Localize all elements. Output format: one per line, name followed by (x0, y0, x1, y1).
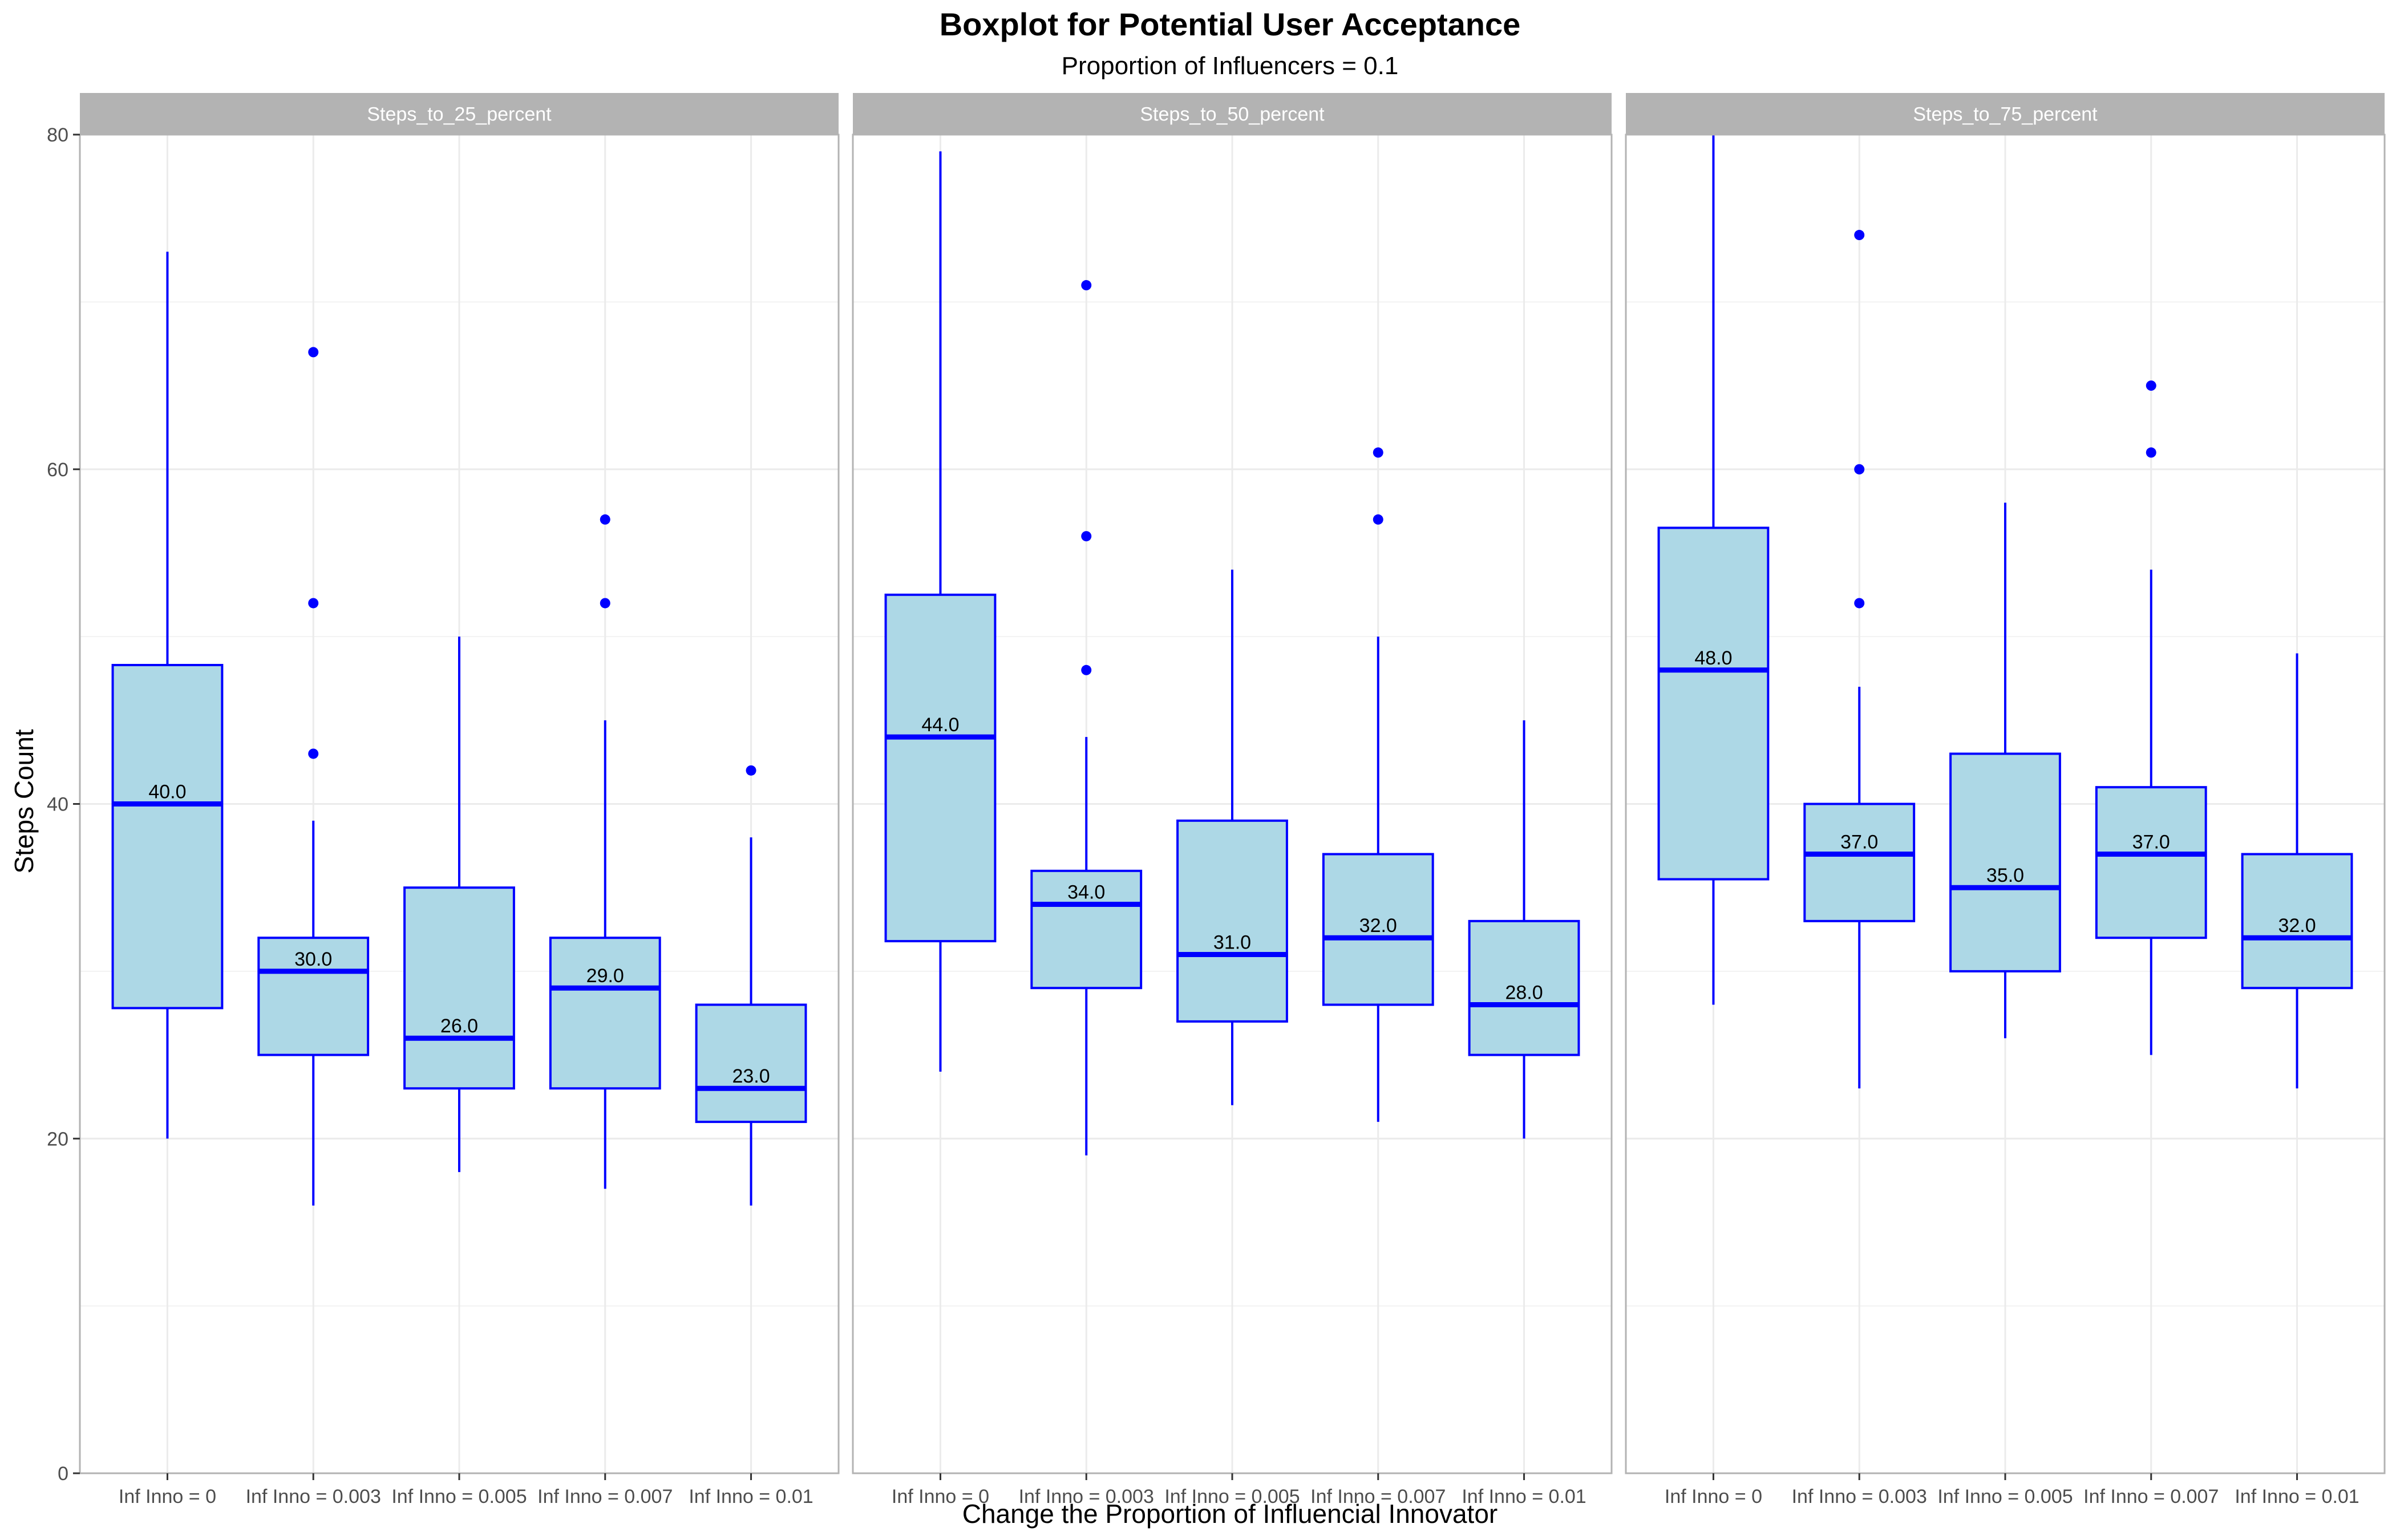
median-label: 37.0 (1840, 832, 1878, 853)
box-iqr (111, 663, 224, 1010)
x-axis-title: Change the Proportion of Influencial Inn… (962, 1499, 1498, 1529)
box-iqr (695, 1003, 807, 1123)
box-group: 23.0 (695, 765, 807, 1206)
box-group: 34.0 (1030, 280, 1143, 1156)
y-tick-label: 80 (47, 124, 68, 146)
median-label: 34.0 (1067, 882, 1105, 903)
facet-panel: Steps_to_50_percent 44.0 34.0 31.0 32.0 28.0 I… (852, 93, 1613, 1507)
x-tick-label: Inf Inno = 0 (1665, 1486, 1762, 1507)
facet-panel: Steps_to_25_percent 40.0 30.0 26.0 29.0 23.0 I… (79, 93, 840, 1507)
y-axis-title: Steps Count (9, 729, 39, 873)
box-group: 28.0 (1468, 720, 1580, 1139)
x-tick-label: Inf Inno = 0.005 (1164, 1486, 1300, 1507)
median-label: 29.0 (586, 965, 624, 987)
box-group: 44.0 (884, 151, 997, 1072)
box-group: 31.0 (1176, 569, 1288, 1105)
x-tick-label: Inf Inno = 0.01 (2235, 1486, 2359, 1507)
median-label: 48.0 (1694, 647, 1732, 669)
box-group: 37.0 (1803, 230, 1916, 1089)
outlier-point (600, 598, 610, 609)
median-label: 28.0 (1505, 982, 1543, 1004)
facet-panel: Steps_to_75_percent 48.0 37.0 35.0 37.0 32.0 I… (1625, 93, 2386, 1507)
median-label: 32.0 (1359, 915, 1397, 937)
outlier-point (1081, 664, 1092, 675)
box-group: 30.0 (257, 347, 370, 1206)
median-label: 35.0 (1986, 865, 2024, 886)
y-tick-label: 0 (58, 1463, 68, 1485)
box-iqr (1322, 853, 1434, 1006)
chart-title: Boxplot for Potential User Acceptance (940, 6, 1521, 42)
box-iqr (2095, 786, 2207, 939)
box-group: 40.0 (111, 252, 224, 1139)
box-group: 35.0 (1949, 502, 2061, 1039)
x-tick-label: Inf Inno = 0.003 (1792, 1486, 1927, 1507)
outlier-point (1854, 464, 1865, 475)
facet-strip (80, 93, 839, 135)
facet-strip (1626, 93, 2385, 135)
box-iqr (1176, 819, 1288, 1023)
outlier-point (308, 347, 319, 358)
facet-strip-label: Steps_to_50_percent (1140, 104, 1325, 125)
x-tick-label: Inf Inno = 0 (892, 1486, 989, 1507)
median-label: 44.0 (921, 714, 959, 736)
box-iqr (549, 937, 661, 1090)
chart-subtitle: Proportion of Influencers = 0.1 (1062, 52, 1399, 80)
box-iqr (1468, 919, 1580, 1056)
y-tick-label: 40 (47, 794, 68, 816)
median-label: 32.0 (2278, 915, 2316, 937)
x-tick-label: Inf Inno = 0.003 (1019, 1486, 1154, 1507)
outlier-point (600, 514, 610, 525)
facet-strip-label: Steps_to_75_percent (1913, 104, 2098, 125)
box-group: 29.0 (549, 514, 661, 1189)
outlier-point (1373, 447, 1383, 458)
x-tick-label: Inf Inno = 0.003 (246, 1486, 381, 1507)
y-tick-label: 60 (47, 459, 68, 481)
facet-strip-label: Steps_to_25_percent (367, 104, 552, 125)
box-group: 37.0 (2095, 380, 2207, 1055)
box-iqr (1030, 869, 1143, 990)
x-tick-label: Inf Inno = 0.007 (1310, 1486, 1446, 1507)
y-axis: 0 20 40 60 80 (47, 124, 80, 1485)
box-group: 32.0 (1322, 447, 1434, 1122)
box-iqr (1803, 803, 1916, 922)
y-tick-label: 20 (47, 1128, 68, 1150)
outlier-point (746, 765, 756, 776)
facet-panels: Steps_to_25_percent 40.0 30.0 26.0 29.0 23.0 I… (79, 93, 2386, 1507)
box-iqr (1657, 526, 1770, 881)
median-label: 23.0 (732, 1065, 770, 1087)
median-label: 26.0 (440, 1015, 478, 1037)
x-tick-label: Inf Inno = 0 (119, 1486, 216, 1507)
facet-strip (853, 93, 1612, 135)
box-iqr (403, 886, 515, 1090)
x-tick-label: Inf Inno = 0.01 (689, 1486, 813, 1507)
x-tick-label: Inf Inno = 0.007 (537, 1486, 673, 1507)
box-group: 48.0 (1657, 135, 1770, 1005)
x-tick-label: Inf Inno = 0.007 (2083, 1486, 2219, 1507)
box-group: 26.0 (403, 637, 515, 1172)
outlier-point (1081, 531, 1092, 542)
median-label: 30.0 (294, 949, 332, 970)
box-iqr (884, 593, 997, 943)
outlier-point (1854, 598, 1865, 609)
outlier-point (308, 598, 319, 609)
box-group: 32.0 (2241, 653, 2353, 1089)
outlier-point (1081, 280, 1092, 291)
x-tick-label: Inf Inno = 0.005 (391, 1486, 527, 1507)
outlier-point (2146, 447, 2156, 458)
x-tick-label: Inf Inno = 0.01 (1462, 1486, 1586, 1507)
median-label: 40.0 (148, 781, 186, 803)
median-label: 31.0 (1213, 932, 1251, 954)
outlier-point (1373, 514, 1383, 525)
outlier-point (1854, 230, 1865, 241)
median-label: 37.0 (2132, 832, 2170, 853)
outlier-point (2146, 380, 2156, 391)
box-iqr (1949, 752, 2061, 972)
box-iqr (257, 937, 370, 1056)
outlier-point (308, 748, 319, 759)
box-iqr (2241, 853, 2353, 990)
x-tick-label: Inf Inno = 0.005 (1937, 1486, 2073, 1507)
